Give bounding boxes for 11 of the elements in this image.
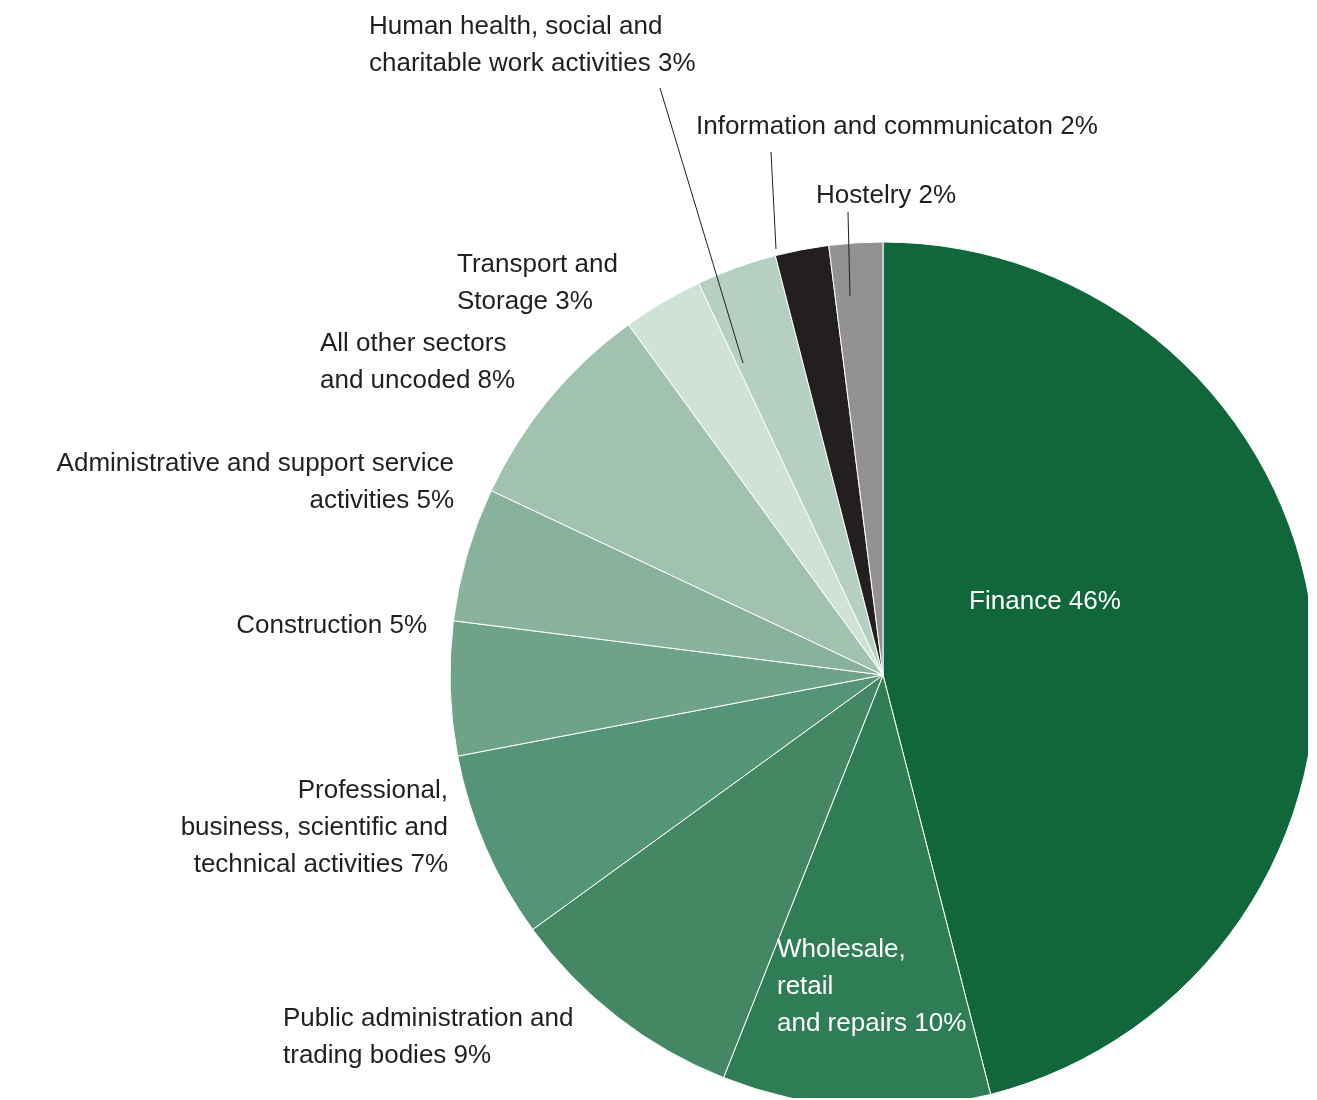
slice-label: Finance 46% [969, 585, 1121, 615]
slice-label: Information and communicaton 2% [696, 110, 1098, 140]
slice-label: Construction 5% [236, 609, 427, 639]
slice-label: Wholesale, retail and repairs 10% [777, 933, 967, 1037]
slice-label: All other sectors and uncoded 8% [320, 327, 516, 394]
slice-label: Hostelry 2% [816, 179, 957, 209]
slice-label: Transport and Storage 3% [457, 248, 618, 315]
slice-label: Administrative and support service activities 5% [56, 447, 454, 514]
slice-label: Professional, business, scientific and technical activities 7% [180, 774, 448, 878]
slice-label: Human health, social and charitable work activities 3% [369, 10, 696, 77]
slice-label: Public administration and trading bodies 9% [283, 1002, 574, 1069]
